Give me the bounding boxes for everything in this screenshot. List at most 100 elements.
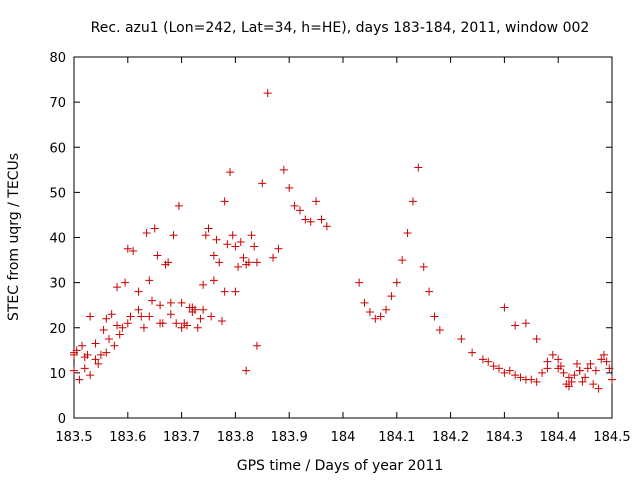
data-point xyxy=(220,197,229,206)
data-point xyxy=(123,244,132,253)
x-tick-label: 184.1 xyxy=(378,430,415,445)
x-tick-label: 184.3 xyxy=(486,430,523,445)
data-point xyxy=(209,276,218,285)
data-point xyxy=(148,296,157,305)
x-tick-label: 184.2 xyxy=(432,430,469,445)
data-point xyxy=(605,364,614,373)
data-point xyxy=(252,341,261,350)
data-point xyxy=(322,222,331,231)
data-point xyxy=(505,366,514,375)
data-point xyxy=(104,335,113,344)
data-point xyxy=(96,350,105,359)
data-point xyxy=(457,335,466,344)
data-point xyxy=(489,362,498,371)
data-point xyxy=(226,168,235,177)
data-point xyxy=(495,364,504,373)
data-point xyxy=(156,301,165,310)
data-point xyxy=(115,330,124,339)
data-point xyxy=(99,326,108,335)
data-point xyxy=(306,217,315,226)
data-point xyxy=(559,368,568,377)
data-point xyxy=(430,312,439,321)
data-point xyxy=(543,357,552,366)
data-point xyxy=(425,287,434,296)
data-point xyxy=(516,373,525,382)
data-point xyxy=(250,242,259,251)
data-point xyxy=(201,231,210,240)
data-point xyxy=(207,312,216,321)
data-point xyxy=(403,228,412,237)
data-point xyxy=(239,253,248,262)
data-point xyxy=(247,231,256,240)
data-point xyxy=(602,357,611,366)
data-point xyxy=(532,377,541,386)
data-point xyxy=(156,319,165,328)
chart-title: Rec. azu1 (Lon=242, Lat=34, h=HE), days … xyxy=(91,20,590,36)
x-tick-label: 184.4 xyxy=(540,430,577,445)
y-tick-label: 10 xyxy=(49,367,66,382)
x-tick-label: 183.5 xyxy=(55,430,92,445)
data-point xyxy=(317,215,326,224)
data-point xyxy=(274,244,283,253)
data-point xyxy=(548,350,557,359)
data-point xyxy=(228,231,237,240)
data-point xyxy=(242,366,251,375)
data-point xyxy=(500,303,509,312)
data-point xyxy=(193,323,202,332)
data-point xyxy=(223,240,232,249)
data-point xyxy=(217,316,226,325)
data-point xyxy=(564,382,573,391)
data-point xyxy=(301,215,310,224)
data-point xyxy=(145,312,154,321)
data-point xyxy=(199,305,208,314)
data-point xyxy=(172,319,181,328)
data-point xyxy=(139,323,148,332)
data-point xyxy=(169,231,178,240)
data-point xyxy=(285,183,294,192)
y-tick-label: 40 xyxy=(49,232,66,247)
data-point xyxy=(360,298,369,307)
data-point xyxy=(408,197,417,206)
data-point xyxy=(102,314,111,323)
data-point xyxy=(554,355,563,364)
data-point xyxy=(166,298,175,307)
data-point xyxy=(174,201,183,210)
data-point xyxy=(252,258,261,267)
y-tick-labels: 0 10 20 30 40 50 60 70 80 xyxy=(49,51,66,427)
data-point xyxy=(581,373,590,382)
y-tick-label: 60 xyxy=(49,141,66,156)
data-point xyxy=(91,355,100,364)
data-point xyxy=(564,373,573,382)
y-tick-label: 20 xyxy=(49,322,66,337)
data-point xyxy=(182,321,191,330)
data-point xyxy=(521,319,530,328)
data-point xyxy=(511,321,520,330)
data-point xyxy=(290,201,299,210)
data-point xyxy=(511,371,520,380)
data-point xyxy=(376,312,385,321)
data-point xyxy=(594,384,603,393)
data-point xyxy=(177,323,186,332)
data-point xyxy=(153,251,162,260)
data-point xyxy=(164,258,173,267)
data-point xyxy=(231,242,240,251)
x-tick-label: 183.8 xyxy=(217,430,254,445)
x-tick-labels: 183.5 183.6 183.7 183.8 183.9 184 184.1 184.2 18… xyxy=(55,430,630,445)
data-point xyxy=(80,364,89,373)
data-point xyxy=(121,278,130,287)
data-point xyxy=(575,366,584,375)
data-point xyxy=(137,312,146,321)
data-point xyxy=(94,359,103,368)
data-point xyxy=(468,348,477,357)
data-point xyxy=(212,235,221,244)
y-tick-label: 30 xyxy=(49,277,66,292)
data-point xyxy=(570,371,579,380)
data-point xyxy=(583,364,592,373)
x-tick-label: 183.7 xyxy=(163,430,200,445)
data-point xyxy=(234,262,243,271)
y-axis-label: STEC from uqrg / TECUs xyxy=(6,153,22,321)
data-point xyxy=(86,371,95,380)
data-point xyxy=(554,364,563,373)
data-point xyxy=(123,319,132,328)
data-point xyxy=(392,278,401,287)
